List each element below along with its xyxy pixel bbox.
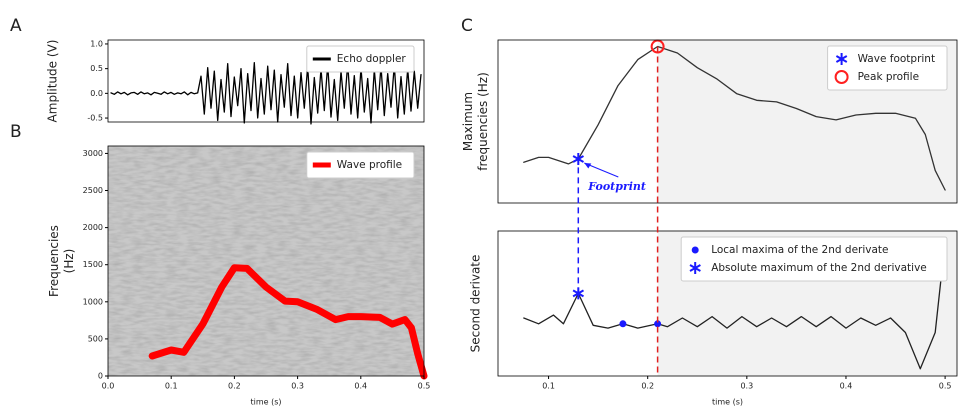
y-axis-label: (Hz): [62, 249, 76, 274]
x-tick-label: 0.3: [740, 382, 753, 391]
y-axis-label: Frequencies: [47, 225, 61, 297]
y-axis-label: Second derivate: [469, 255, 483, 353]
legend-label: Wave footprint: [858, 53, 936, 65]
data-line: [523, 45, 946, 191]
x-tick-label: 0.0: [102, 382, 115, 391]
y-tick-label: 2500: [83, 186, 103, 195]
data-line: [523, 240, 946, 370]
legend-swatch: [834, 70, 849, 84]
legend-box: [306, 151, 415, 179]
x-tick-label: 0.2: [228, 382, 241, 391]
data-line: [148, 264, 428, 380]
x-tick-label: 0.5: [418, 382, 431, 391]
x-tick-label: 0.5: [939, 382, 952, 391]
legend-label: Echo doppler: [337, 53, 407, 65]
x-axis-label: time (s): [250, 398, 281, 407]
plot-frame: [107, 39, 425, 123]
x-tick-label: 0.1: [165, 382, 178, 391]
legend-swatch: [689, 262, 701, 274]
y-axis-label: frequencies (Hz): [476, 72, 490, 171]
legend-label: Absolute maximum of the 2nd derivative: [711, 262, 927, 274]
legend-label: Local maxima of the 2nd derivate: [711, 244, 888, 256]
y-tick-label: -0.5: [87, 114, 103, 123]
y-tick-label: 1000: [83, 297, 103, 306]
y-tick-label: 0.5: [90, 64, 103, 73]
y-tick-label: 500: [88, 334, 103, 343]
dot-marker: [619, 320, 627, 328]
plot-frame: [107, 145, 425, 377]
x-axis-label: time (s): [712, 398, 743, 407]
panel-label: A: [10, 16, 22, 36]
x-tick-label: 0.1: [542, 382, 555, 391]
x-tick-label: 0.4: [354, 382, 367, 391]
legend-box: [827, 45, 948, 91]
annotation-arrowhead: [584, 162, 592, 169]
y-tick-label: 0.0: [90, 89, 103, 98]
legend-swatch: [835, 53, 848, 65]
y-axis-label: Maximum: [461, 92, 475, 151]
y-axis-label: Amplitude (V): [46, 40, 60, 123]
legend-label: Wave profile: [337, 159, 402, 171]
x-tick-label: 0.2: [641, 382, 654, 391]
plot-frame: [497, 39, 958, 204]
y-tick-label: 1500: [83, 260, 103, 269]
y-tick-label: 3000: [83, 149, 103, 158]
annotation: Footprint: [587, 180, 646, 193]
panel-label: C: [461, 16, 473, 36]
x-tick-label: 0.3: [291, 382, 304, 391]
legend-box: [680, 236, 948, 282]
panel-label: B: [10, 122, 22, 142]
y-tick-label: 1.0: [90, 39, 103, 48]
legend-label: Peak profile: [858, 71, 919, 83]
spectrogram-texture: [108, 146, 424, 376]
y-tick-label: 2000: [83, 223, 103, 232]
data-line: [110, 62, 422, 125]
y-tick-label: 0: [98, 372, 103, 381]
x-tick-label: 0.4: [840, 382, 853, 391]
plot-frame: [497, 230, 958, 377]
legend-swatch: [691, 246, 699, 254]
legend-box: [306, 45, 415, 73]
